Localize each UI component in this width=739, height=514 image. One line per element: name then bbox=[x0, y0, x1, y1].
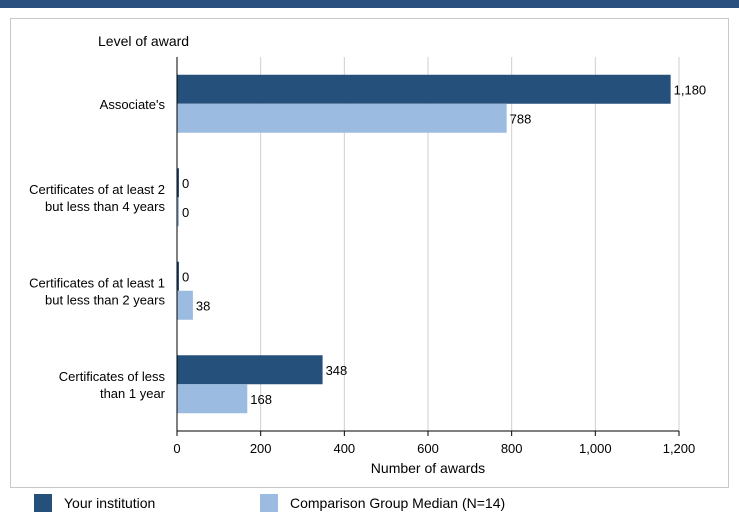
x-tick-label: 1,200 bbox=[663, 441, 696, 456]
header-rule bbox=[0, 0, 739, 8]
x-tick-label: 1,000 bbox=[579, 441, 612, 456]
bar-value-label: 0 bbox=[182, 269, 189, 284]
x-tick-label: 200 bbox=[250, 441, 272, 456]
bar-value-label: 1,180 bbox=[674, 82, 707, 97]
x-tick-label: 600 bbox=[417, 441, 439, 456]
category-label: Certificates of at least 2 bbox=[29, 182, 165, 197]
legend-swatch-your-institution bbox=[34, 494, 52, 512]
bar-value-label: 168 bbox=[250, 392, 272, 407]
bar-value-label: 38 bbox=[196, 298, 210, 313]
bar bbox=[177, 290, 193, 320]
bar bbox=[177, 74, 671, 104]
bar bbox=[177, 197, 179, 227]
bar bbox=[177, 168, 179, 198]
legend-label-comparison-median: Comparison Group Median (N=14) bbox=[290, 495, 506, 511]
bar-value-label: 0 bbox=[182, 205, 189, 220]
x-tick-label: 400 bbox=[333, 441, 355, 456]
bar-value-label: 0 bbox=[182, 176, 189, 191]
legend-item-comparison-median: Comparison Group Median (N=14) bbox=[260, 492, 505, 514]
bar bbox=[177, 103, 507, 133]
category-label: but less than 4 years bbox=[45, 199, 165, 214]
category-label: Associate's bbox=[100, 97, 166, 112]
category-label: Certificates of less bbox=[59, 369, 166, 384]
y-axis-title: Level of award bbox=[98, 33, 190, 49]
bar bbox=[177, 261, 179, 291]
legend-label-your-institution: Your institution bbox=[64, 495, 156, 511]
bar-value-label: 348 bbox=[326, 363, 348, 378]
bar-value-label: 788 bbox=[510, 111, 532, 126]
bar bbox=[177, 355, 323, 385]
legend-item-your-institution: Your institution bbox=[34, 492, 155, 514]
category-label: than 1 year bbox=[100, 386, 166, 401]
bar-chart: 1,180 788 Associate's 0 0 Certificates of at … bbox=[29, 57, 707, 476]
x-tick-label: 800 bbox=[501, 441, 523, 456]
x-tick-label: 0 bbox=[173, 441, 180, 456]
x-axis-title: Number of awards bbox=[371, 460, 485, 476]
legend-swatch-comparison-median bbox=[260, 494, 278, 512]
bar bbox=[177, 384, 248, 414]
category-label: Certificates of at least 1 bbox=[29, 275, 165, 290]
category-label: but less than 2 years bbox=[45, 292, 165, 307]
